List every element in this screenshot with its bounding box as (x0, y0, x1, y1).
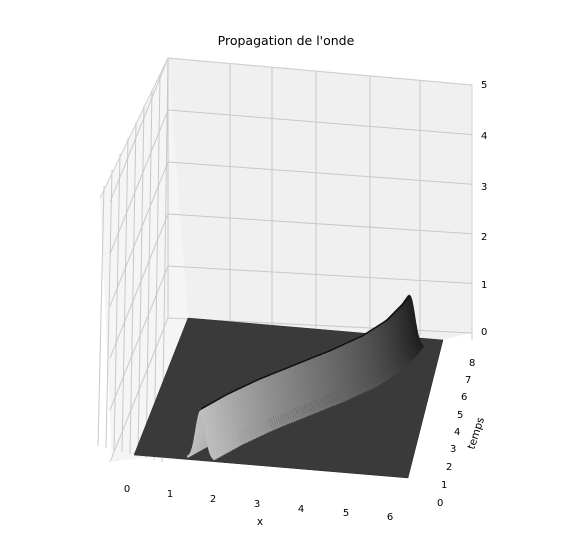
left-grid-hline (109, 109, 169, 255)
y-tick-label: 7 (465, 375, 471, 386)
left-grid-vline (137, 105, 145, 457)
back-grid-hline (167, 213, 473, 235)
y-tick-label: 4 (454, 427, 460, 438)
z-tick-label: 5 (481, 80, 487, 91)
back-grid-hline (167, 109, 473, 136)
x-tick-label: 3 (254, 499, 260, 510)
surface-strip (195, 405, 225, 456)
y-tick-label: 3 (450, 444, 456, 455)
grid-lines (97, 57, 473, 463)
surface-strip (193, 405, 223, 457)
wave-surface (133, 294, 444, 479)
z-tick-label: 3 (481, 182, 487, 193)
x-axis-label: x (257, 516, 263, 528)
x-tick-label: 4 (298, 504, 304, 515)
x-tick-label: 6 (387, 512, 393, 523)
x-tick-label: 0 (124, 484, 130, 495)
z-tick-label: 1 (481, 280, 487, 291)
back-pane (168, 58, 472, 340)
z-tick-label: 2 (481, 232, 487, 243)
surface-strip (196, 404, 226, 455)
left-grid-hline (109, 213, 169, 359)
surface-strip (190, 407, 220, 459)
back-grid-hline (167, 265, 473, 284)
y-tick-label: 5 (457, 410, 463, 421)
surface-strip (186, 409, 216, 461)
pane-border (99, 57, 473, 333)
x-tick-label: 1 (167, 489, 173, 500)
back-grid-hline (167, 161, 473, 185)
surface-strip (200, 402, 230, 453)
z-tick-label: 4 (481, 131, 487, 142)
x-tick-label: 5 (343, 508, 349, 519)
y-tick-label: 8 (469, 358, 475, 369)
y-axis-label: temps (465, 416, 487, 451)
y-tick-label: 0 (437, 498, 443, 509)
tick-labels: 0 1 2 3 4 5 6 0 1 2 3 4 5 6 7 8 0 1 2 3 4 5 (124, 80, 488, 523)
y-tick-label: 2 (446, 462, 452, 473)
y-tick-label: 1 (441, 480, 447, 491)
x-tick-label: 2 (210, 494, 216, 505)
left-grid-vline (145, 89, 153, 459)
z-tick-label: 0 (481, 327, 487, 338)
left-grid-vline (121, 137, 129, 453)
surface-strip (191, 406, 221, 458)
y-tick-label: 6 (461, 392, 467, 403)
left-grid-vline (105, 169, 113, 449)
left-grid-vline (97, 185, 105, 447)
left-grid-vline (129, 121, 137, 455)
left-grid-hline (109, 265, 169, 411)
surface-strip (198, 403, 228, 454)
chart-title: Propagation de l'onde (217, 33, 355, 48)
surface-strip (188, 408, 218, 460)
surface-ridge (200, 295, 410, 410)
left-grid-vline (153, 73, 161, 461)
left-grid-vline (113, 153, 121, 451)
